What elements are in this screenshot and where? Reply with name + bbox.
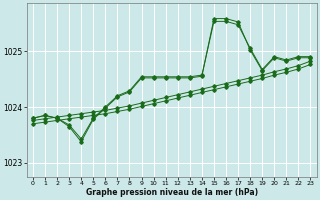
X-axis label: Graphe pression niveau de la mer (hPa): Graphe pression niveau de la mer (hPa) — [86, 188, 258, 197]
